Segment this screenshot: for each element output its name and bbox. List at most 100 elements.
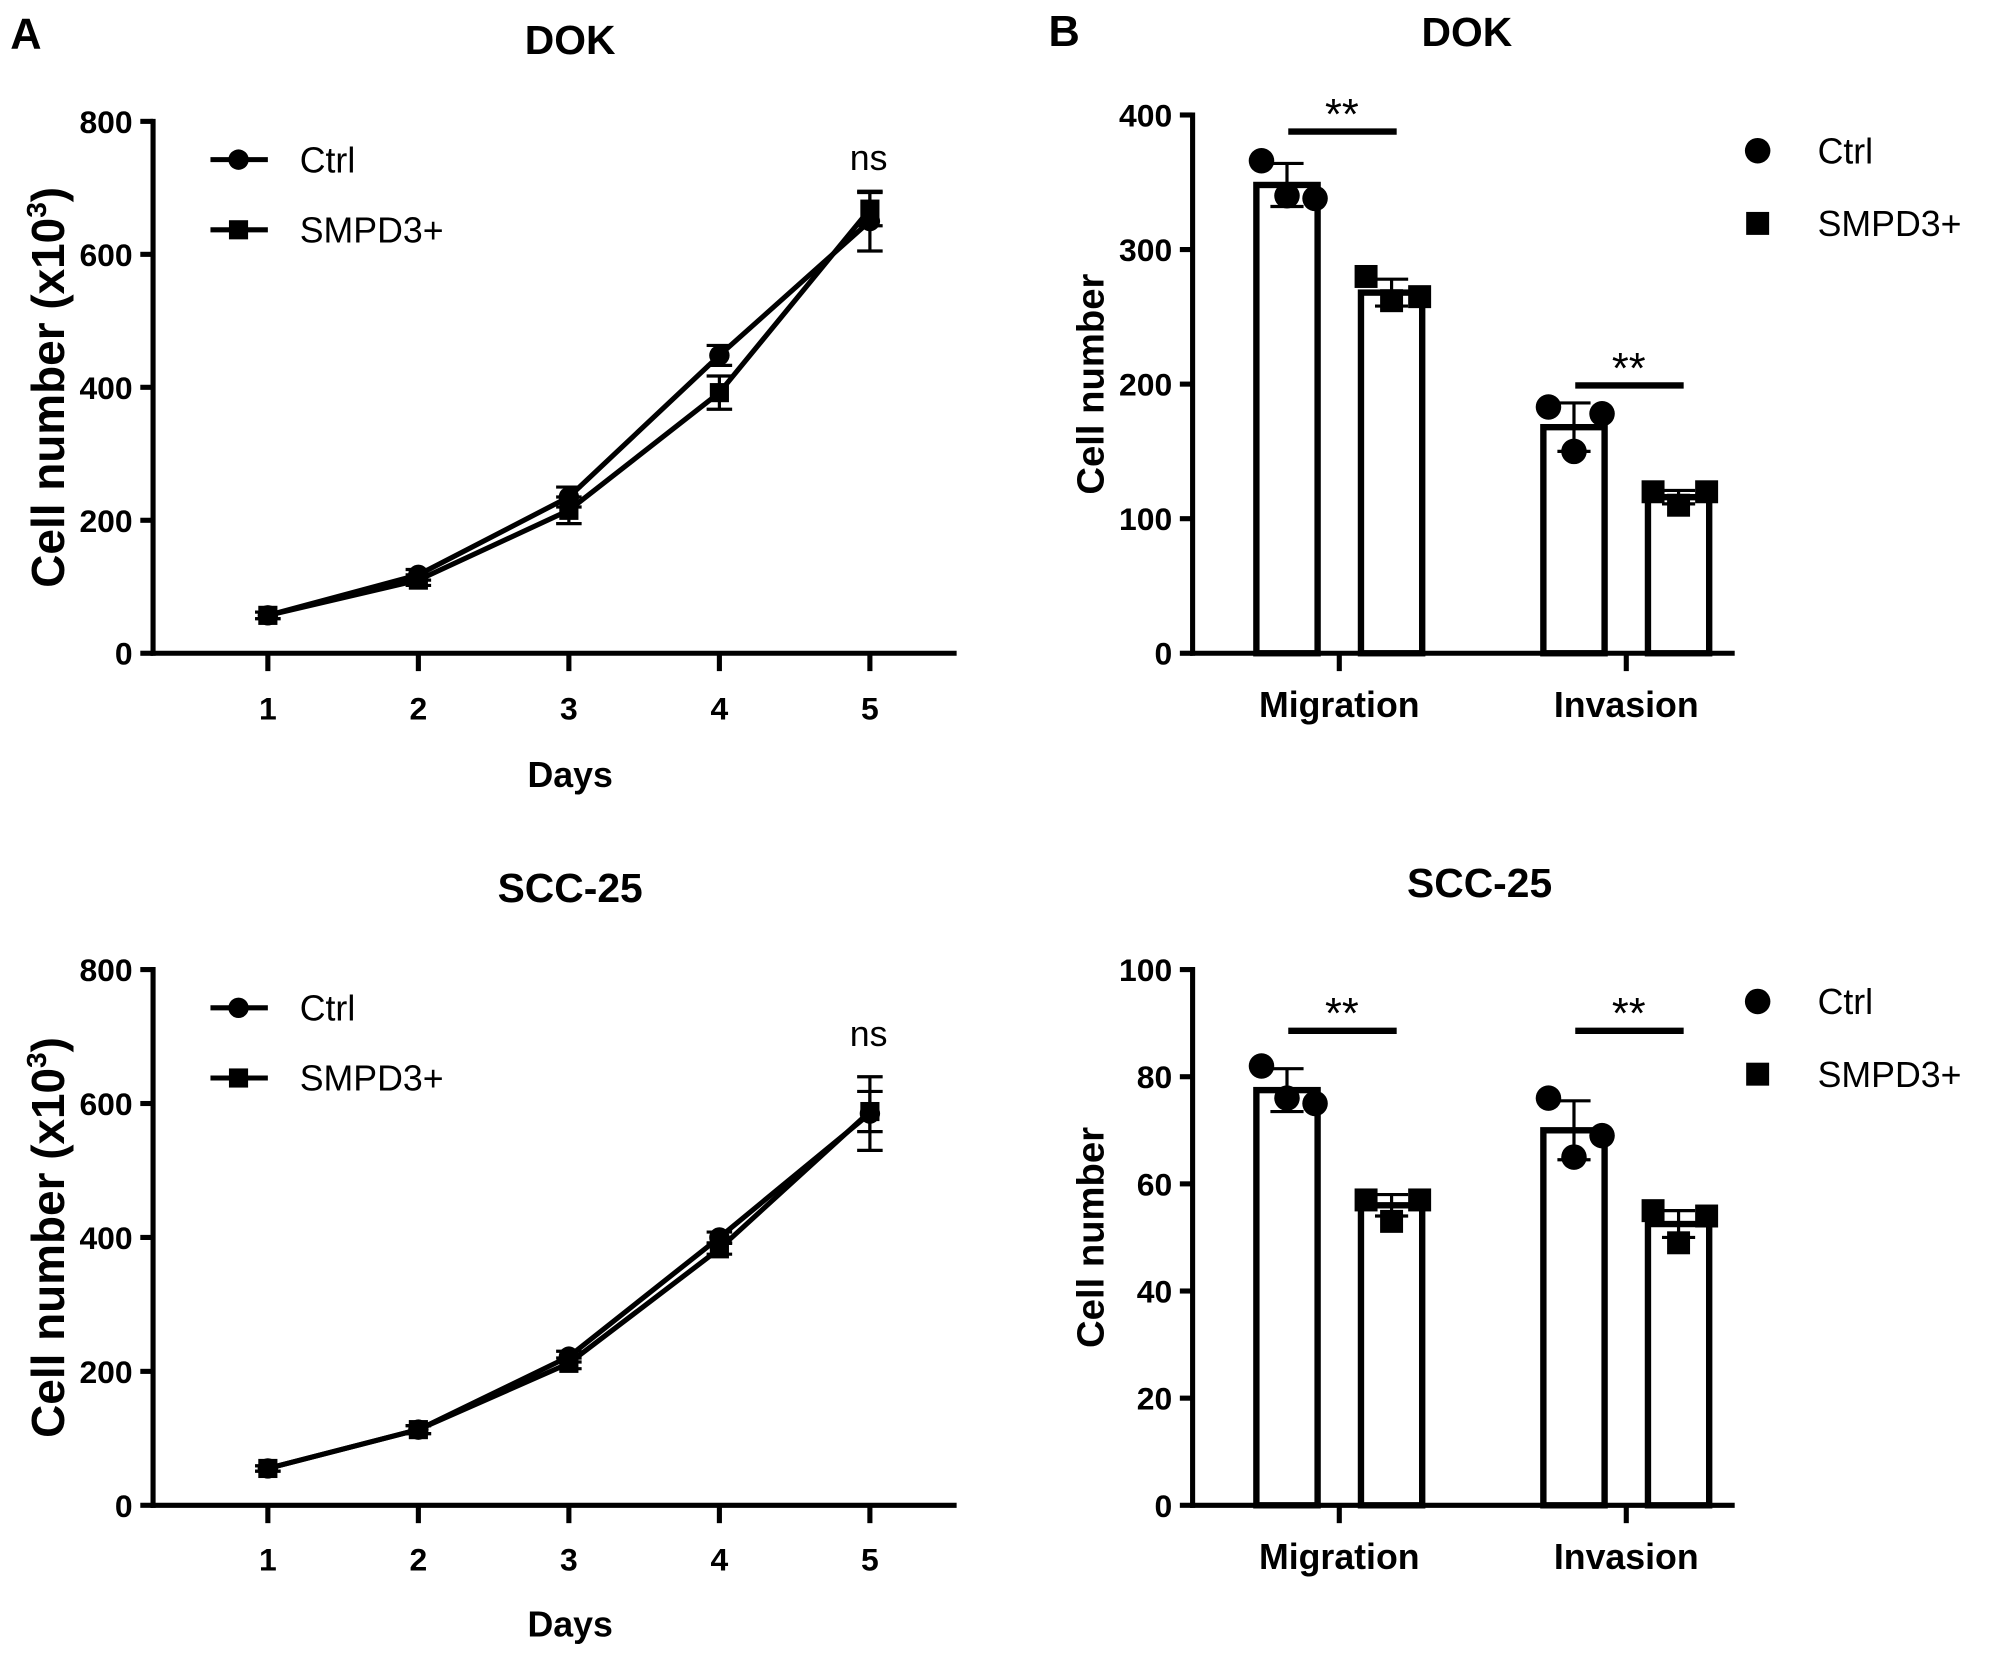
y-axis-label: Cell number [1069,1127,1112,1348]
significance-label: ** [1325,91,1359,139]
data-point [860,1101,880,1122]
data-point [860,199,880,219]
x-tick-label: 5 [861,691,879,727]
series-Ctrl [255,189,883,626]
x-tick-label: 4 [711,1541,729,1577]
y-axis-label-sup: 3 [21,1052,52,1068]
legend-label: SMPD3+ [300,211,444,251]
y-tick-label: 200 [79,503,132,539]
data-point [408,570,428,590]
x-tick-label: 2 [410,691,428,727]
bar-SMPD3+-Invasion [1644,1220,1713,1509]
data-point [1274,1085,1300,1111]
data-point [1354,1188,1378,1212]
y-tick-label: 80 [1137,1059,1172,1095]
significance-label: ** [1325,990,1359,1038]
x-tick-label: 1 [259,691,277,727]
y-tick-label: 600 [79,1086,132,1122]
data-point [1354,264,1378,288]
data-point [1380,1209,1404,1233]
significance-label: ** [1612,990,1646,1038]
legend-marker-square [228,1068,249,1088]
bar-Ctrl-Migration [1253,1086,1321,1509]
data-point [1589,400,1615,427]
y-tick-label: 0 [1154,636,1172,672]
bar-Ctrl-Invasion [1540,423,1608,657]
x-axis-label: Days [527,1605,612,1645]
x-tick-label: Migration [1259,685,1420,725]
x-tick-label: 2 [410,1541,428,1577]
chart-3: SCC-25 0 20 40 60 80 100 Cell number Migration **… [1069,860,1961,1577]
y-tick-label: 40 [1137,1273,1172,1309]
y-tick-label: 400 [79,1220,132,1256]
x-axis-label: Days [527,755,612,795]
legend-label: SMPD3+ [1818,204,1962,244]
legend-label: Ctrl [300,140,356,180]
y-axis-label: Cell number (x103) [21,187,74,588]
x-tick-label: Invasion [1554,685,1699,725]
data-point [408,1420,428,1440]
legend-label: Ctrl [1818,982,1874,1022]
series-line [267,1111,872,1471]
y-axis-label-sup: 3 [21,202,52,218]
legend-marker-square [1746,1062,1770,1086]
data-point [1695,480,1719,504]
legend-marker-square [1746,211,1770,235]
data-point [1302,185,1328,212]
data-point [1248,1053,1275,1079]
legend-marker-circle [228,149,249,170]
bar-Ctrl-Migration [1253,181,1321,657]
data-point [1302,1090,1328,1117]
data-point [1641,480,1665,504]
y-tick-label: 800 [79,952,132,988]
data-point [1589,1122,1615,1149]
data-point [1667,493,1691,517]
y-axis-label: Cell number [1069,273,1112,494]
data-point [559,1353,579,1373]
y-axis-label-text: Cell number (x10 [22,218,74,588]
legend-label: SMPD3+ [1818,1055,1962,1095]
bar-SMPD3+-Invasion [1644,493,1713,657]
data-point [258,605,278,625]
data-point [258,1458,278,1479]
y-tick-label: 0 [115,636,133,672]
legend-marker-circle [1744,137,1771,164]
panel-label-a: A [10,11,41,59]
data-point [1274,182,1300,209]
chart-title: DOK [525,17,616,63]
series-line [267,207,872,618]
legend-marker-circle [228,997,249,1019]
bar-Ctrl-Invasion [1540,1127,1608,1509]
legend-label: Ctrl [1818,131,1874,171]
y-axis-label: Cell number (x103) [21,1037,74,1438]
y-axis-label-end: ) [22,1037,74,1052]
chart-title: SCC-25 [1407,860,1552,906]
chart-title: DOK [1422,9,1513,55]
data-point [1695,1204,1719,1228]
data-point [1535,1085,1562,1111]
x-tick-label: 1 [259,1541,277,1577]
series-SMPD3+ [255,190,883,625]
data-point [1408,1188,1432,1212]
y-axis-label-text: Cell number [1069,1127,1112,1348]
series-SMPD3+ [255,1089,883,1479]
bar-SMPD3+-Migration [1357,1202,1426,1509]
data-point [709,1239,729,1259]
data-point [1248,147,1275,174]
y-tick-label: 300 [1119,232,1172,268]
data-point [709,383,729,403]
y-tick-label: 400 [79,370,132,406]
x-tick-label: Migration [1259,1537,1420,1577]
chart-1: DOK 0 100 200 300 400 Cell number Migration ** In… [1069,9,1961,725]
legend-marker-circle [1744,988,1771,1015]
y-tick-label: 60 [1137,1166,1172,1202]
series-line [267,219,872,618]
y-tick-label: 100 [1119,952,1172,988]
chart-title: SCC-25 [498,865,643,911]
x-tick-label: 3 [560,1541,578,1577]
y-axis-label-end: ) [22,187,74,202]
data-point [1380,289,1404,313]
